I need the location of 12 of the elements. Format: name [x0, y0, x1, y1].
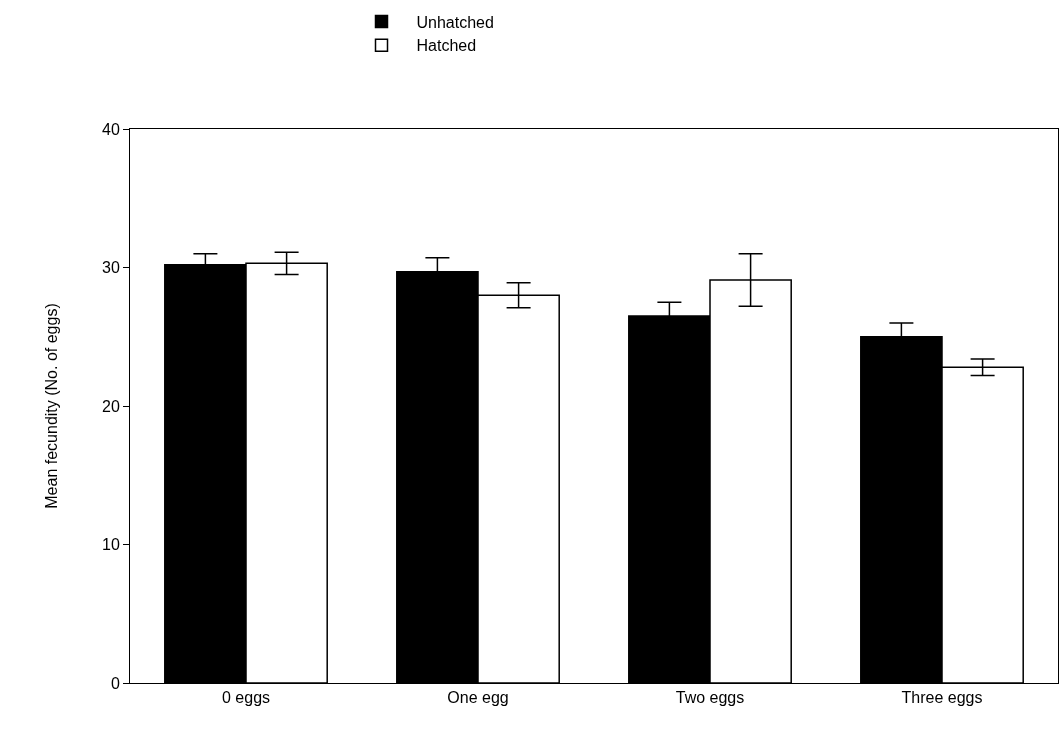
y-tick-label: 10 [102, 536, 120, 554]
x-tick-label: Two eggs [675, 689, 745, 707]
x-tick-label: 0 eggs [221, 689, 271, 707]
y-axis-title: Mean fecundity (No. of eggs) [42, 303, 60, 509]
y-tick-label: 40 [102, 120, 120, 138]
y-tick-label: 0 [110, 674, 120, 692]
y-tick-label: 30 [102, 259, 120, 277]
x-tick-label: One egg [447, 689, 509, 707]
y-tick-label: 20 [102, 397, 120, 415]
legend-label: Unhatched [416, 13, 494, 31]
x-tick-label: Three eggs [901, 689, 983, 707]
legend-label: Hatched [416, 37, 477, 55]
